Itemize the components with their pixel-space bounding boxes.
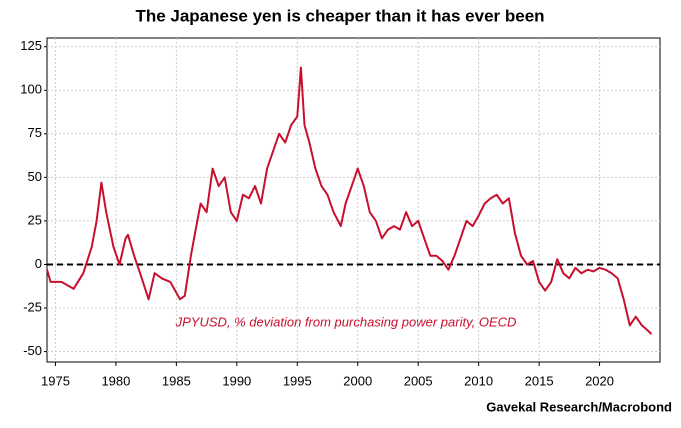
chart-title: The Japanese yen is cheaper than it has …: [135, 6, 544, 25]
y-tick-label: -25: [23, 299, 42, 314]
x-tick-label: 1985: [162, 373, 191, 388]
x-tick-label: 2000: [343, 373, 372, 388]
x-tick-label: 1975: [41, 373, 70, 388]
plot-frame: [46, 37, 661, 363]
annotation: JPYUSD, % deviation from purchasing powe…: [175, 314, 517, 329]
y-tick-label: 25: [28, 212, 42, 227]
data-line: [46, 66, 653, 335]
x-tick-label: 1995: [283, 373, 312, 388]
y-tick-label: 50: [28, 169, 42, 184]
x-tick-label: 1980: [101, 373, 130, 388]
y-tick-label: 0: [35, 256, 42, 271]
y-tick-label: -50: [23, 343, 42, 358]
x-tick-label: 1990: [222, 373, 251, 388]
x-tick-label: 2015: [525, 373, 554, 388]
y-tick-label: 125: [20, 38, 42, 53]
x-tick-label: 2010: [464, 373, 493, 388]
y-tick-label: 100: [20, 82, 42, 97]
y-tick-label: 75: [28, 125, 42, 140]
source: Gavekal Research/Macrobond: [486, 399, 672, 414]
x-tick-label: 2005: [404, 373, 433, 388]
x-tick-label: 2020: [585, 373, 614, 388]
